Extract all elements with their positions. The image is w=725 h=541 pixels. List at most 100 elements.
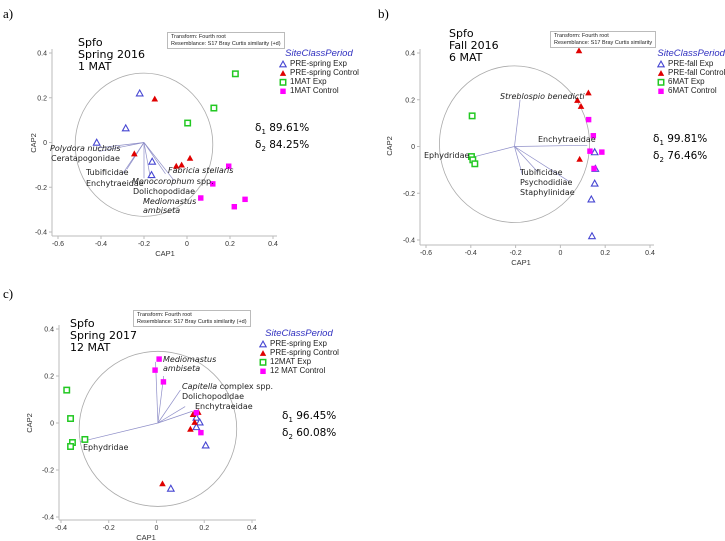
data-point: [210, 181, 216, 187]
y-tick-label: 0: [43, 140, 47, 147]
legend-marker-icon: [657, 78, 665, 86]
vector-label: Mediomastus ambiseta: [163, 355, 216, 373]
vector-label-text: Staphylinidae: [520, 188, 575, 197]
data-point: [152, 367, 158, 373]
legend-marker-icon: [260, 368, 266, 374]
data-point: [147, 170, 156, 179]
legend-marker: [279, 69, 287, 76]
y-axis-label: CAP2: [385, 136, 394, 156]
delta-value: δ2 84.25%: [255, 139, 309, 156]
annotation-line: 1 MAT: [78, 60, 112, 73]
data-point: [63, 386, 71, 394]
x-tick-label: -0.4: [95, 241, 107, 248]
data-point: [590, 133, 597, 139]
legend-marker: [279, 78, 287, 86]
legend-marker-icon: [280, 88, 286, 94]
annotation-line: 12 MAT: [70, 341, 111, 354]
legend-marker: [259, 358, 267, 366]
vector-label: Streblospio benedicti: [500, 92, 585, 101]
legend-marker: [657, 78, 665, 86]
y-tick-label: 0: [411, 144, 415, 151]
legend-label: PRE-spring Exp: [290, 59, 347, 68]
x-axis-label: CAP1: [136, 533, 156, 541]
correlation-circle: [439, 65, 590, 223]
data-point: [186, 154, 194, 161]
species-vector: [96, 142, 145, 149]
data-point: [231, 70, 239, 78]
canonical-correlations: δ1 99.81% δ2 76.46%: [653, 133, 707, 167]
data-point: [210, 104, 218, 112]
delta-symbol: δ: [282, 427, 289, 440]
data-point: [242, 196, 248, 203]
x-tick-label: 0.4: [247, 525, 257, 532]
legend-title: SiteClassPeriod: [265, 328, 333, 339]
legend-item: 1MAT Control: [279, 86, 359, 95]
correlation-circle: [78, 350, 238, 507]
legend-marker: [259, 339, 267, 347]
x-axis-label: CAP1: [155, 249, 175, 258]
x-axis-label: CAP1: [511, 258, 531, 267]
y-tick-label: 0.4: [44, 327, 54, 334]
vector-label: Staphylinidae: [520, 188, 575, 197]
panel-label: a): [3, 6, 14, 21]
annotation-line: Spfo: [78, 36, 103, 49]
legend-label: PRE-fall Exp: [668, 59, 714, 68]
legend-marker: [658, 88, 664, 94]
plot-annotation: Spfo Spring 2016 1 MAT: [78, 37, 145, 73]
delta-subscript: 1: [659, 139, 664, 148]
data-point: [587, 148, 593, 154]
species-vector: [157, 389, 181, 424]
species-vector: [98, 142, 145, 152]
species-vector: [143, 142, 166, 175]
data-point: [195, 417, 204, 426]
delta-subscript: 2: [261, 145, 266, 154]
legend-item: 6MAT Exp: [657, 77, 725, 86]
vector-label: Monocorophum spp.: [132, 177, 214, 186]
legend-marker: [280, 88, 286, 94]
species-vector: [514, 146, 570, 182]
y-tick-label: 0.4: [37, 51, 47, 58]
vector-label-part: Monocorophum: [132, 177, 195, 186]
data-point: [590, 147, 599, 156]
data-point: [198, 195, 204, 201]
delta-value: δ1 89.61%: [255, 122, 309, 139]
delta-percent: 99.81%: [667, 133, 708, 145]
data-point: [471, 160, 479, 168]
species-vector: [514, 144, 588, 147]
species-vector: [80, 422, 159, 443]
data-point: [192, 422, 201, 431]
delta-subscript: 1: [261, 128, 266, 137]
delta-percent: 96.45%: [296, 410, 337, 422]
data-point: [599, 149, 605, 155]
y-tick-label: -0.4: [403, 238, 415, 245]
x-tick-label: 0.2: [199, 525, 209, 532]
data-point: [131, 150, 138, 157]
vector-label-text: Enchytraeidae: [86, 179, 144, 188]
vector-label: Polydora nucholis: [50, 144, 121, 153]
y-tick-label: -0.2: [42, 468, 54, 475]
transform-note-line: Transform: Fourth root: [554, 33, 609, 39]
legend-item: PRE-spring Control: [259, 348, 339, 357]
legend-item: 1MAT Exp: [279, 77, 359, 86]
species-vector: [143, 142, 175, 181]
data-point: [587, 231, 597, 240]
legend-marker-icon: [657, 69, 665, 76]
vector-label-part: ambiseta: [163, 364, 201, 373]
legend-item: PRE-fall Exp: [657, 59, 725, 68]
legend-label: PRE-spring Control: [270, 348, 339, 357]
delta-symbol: δ: [653, 150, 660, 163]
legend-marker-icon: [279, 78, 287, 86]
data-point: [225, 163, 232, 169]
y-tick-label: 0.4: [405, 51, 415, 58]
x-tick-label: 0: [185, 241, 189, 248]
legend-label: PRE-spring Control: [290, 68, 359, 77]
data-point: [576, 155, 583, 162]
vector-label: Dolichopodidae: [182, 392, 244, 401]
transform-note-line: Transform: Fourth root: [171, 34, 226, 40]
vector-label-text: Fabricia stellaris: [168, 166, 234, 175]
vector-label-part: Mediomastus: [163, 355, 217, 364]
legend-item: PRE-spring Exp: [279, 59, 359, 68]
annotation-line: Fall 2016: [449, 39, 499, 52]
